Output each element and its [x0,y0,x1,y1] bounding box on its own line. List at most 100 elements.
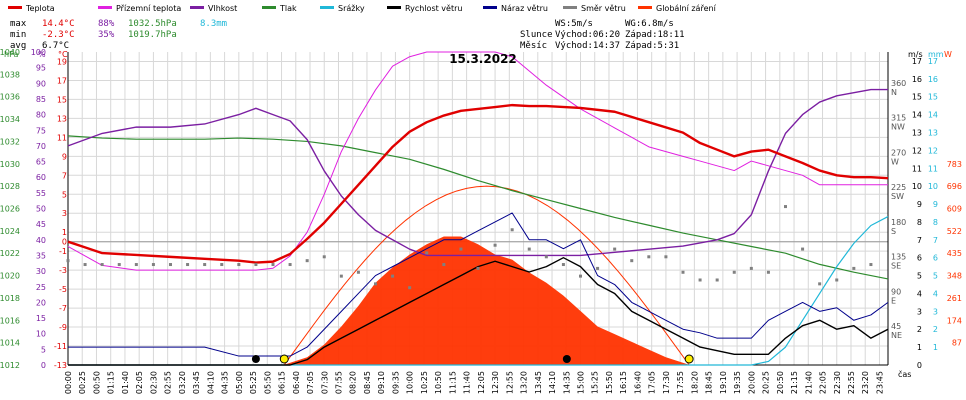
direction-point [271,263,275,267]
y-tick-label-rain: 3 [933,307,938,316]
moon-rise: Východ:14:37 [555,41,620,51]
y-tick-label-dir: 225 [891,183,906,192]
y-tick-label-rain: 4 [933,289,938,298]
stats-min-press: 1019.7hPa [128,30,177,40]
series-vlhkost [67,88,888,257]
x-tick-label: 23:45 [875,371,884,394]
y-tick-label-rain: 16 [928,75,938,84]
x-tick-label: 18:45 [705,371,714,394]
x-tick-label: 10:50 [434,371,443,394]
y-tick-label-dir: 315 [891,114,906,123]
x-tick-label: 15:25 [591,371,600,394]
y-tick-label-rain: 9 [933,200,938,209]
y-tick-label-temp: -1 [59,247,67,256]
y-tick-label-temp: -3 [59,266,67,275]
legend-swatch [638,6,652,9]
y-tick-label-press: 1020 [0,272,20,281]
sun-rise: Východ:06:20 [555,30,620,40]
x-tick-label: 06:40 [292,371,301,394]
y-tick-label-press: 1040 [0,48,20,57]
y-tick-label-wind: 3 [917,307,922,316]
x-tick-label: 05:25 [249,371,258,394]
direction-point [391,274,395,278]
x-tick-label: 12:30 [491,371,500,394]
y-tick-label-hum: 100 [31,48,46,57]
direction-point [493,243,497,247]
axis-unit-wind: m/s [908,50,923,59]
x-tick-label: 08:45 [363,371,372,394]
x-tick-label: 09:10 [377,371,386,394]
astro-block: WS:5m/s WG:6.8m/s Slunce Východ:06:20 Zá… [520,19,685,51]
y-tick-label-temp: -9 [59,323,67,332]
y-tick-label-wind: 4 [917,289,922,298]
x-tick-label: 11:40 [463,371,472,394]
direction-point [869,263,873,267]
direction-point [852,266,856,270]
y-tick-label-wind: 13 [912,128,922,137]
y-tick-label-press: 1030 [0,160,20,169]
y-tick-label-temp: 9 [62,152,67,161]
direction-point [630,259,634,263]
x-tick-label: 19:10 [719,371,728,394]
y-tick-label-hum: 40 [36,236,46,245]
stats-rain: 8.3mm [200,19,227,29]
x-tick-label: 15:00 [577,371,586,394]
x-tick-label: 20:50 [776,371,785,394]
y-tick-label-dir-name: S [891,227,896,236]
x-tick-label: 07:05 [306,371,315,394]
chart-legend: Teplota Přízemní teplota Vlhkost Tlak Srážky… [8,4,717,13]
x-tick-label: 18:20 [690,371,699,394]
legend-swatch [320,6,334,9]
direction-point [698,278,702,282]
y-tick-label-rain: 17 [928,57,938,66]
y-tick-label-temp: -13 [54,361,67,370]
chart-plot [66,51,889,366]
y-tick-label-wind: 6 [917,254,922,263]
x-tick-label: 05:00 [235,371,244,394]
direction-point [510,228,514,232]
legend-label: Teplota [25,4,55,13]
y-tick-label-temp: 13 [57,114,67,123]
direction-point [356,270,360,274]
y-tick-label-rain: 5 [933,272,938,281]
y-tick-label-wind: 8 [917,218,922,227]
y-tick-label-hum: 50 [36,205,46,214]
y-tick-label-rad: 696 [947,182,962,191]
stats-min-hum: 35% [98,30,115,40]
direction-point [801,247,805,251]
y-tick-label-rain: 8 [933,218,938,227]
direction-point [527,247,531,251]
y-tick-label-rain: 13 [928,128,938,137]
axis-unit-hum: % [38,50,46,59]
x-tick-label: 22:30 [833,371,842,394]
y-tick-label-wind: 7 [917,236,922,245]
y-tick-label-dir-name: N [891,88,897,97]
y-tick-label-rad: 348 [947,272,962,281]
y-tick-label-rain: 14 [928,111,938,120]
x-tick-label: 09:35 [391,371,400,394]
y-tick-label-press: 1022 [0,249,20,258]
y-tick-label-rad: 522 [947,227,962,236]
series-rychlost-vetru [68,256,889,366]
direction-point [715,278,719,282]
y-tick-label-hum: 85 [36,95,46,104]
direction-point [596,266,600,270]
x-tick-label: 01:15 [107,371,116,394]
y-tick-label-dir-name: NW [891,123,905,132]
y-tick-label-dir: 270 [891,148,906,157]
y-tick-label-wind: 5 [917,272,922,281]
x-tick-label: 21:15 [790,371,799,394]
y-tick-label-hum: 15 [36,314,46,323]
y-tick-label-dir: 180 [891,218,906,227]
x-tick-label: 01:40 [121,371,130,394]
direction-point [784,205,787,209]
direction-point [220,263,224,267]
sun-set-marker [684,354,694,364]
axis-unit-temp: °C [58,50,68,59]
x-tick-label: 07:30 [320,371,329,394]
y-tick-label-rain: 10 [928,182,938,191]
x-tick-label: 14:10 [548,371,557,394]
direction-point [459,247,463,251]
y-tick-label-rad: 87 [952,339,962,348]
y-tick-label-wind: 17 [912,57,922,66]
